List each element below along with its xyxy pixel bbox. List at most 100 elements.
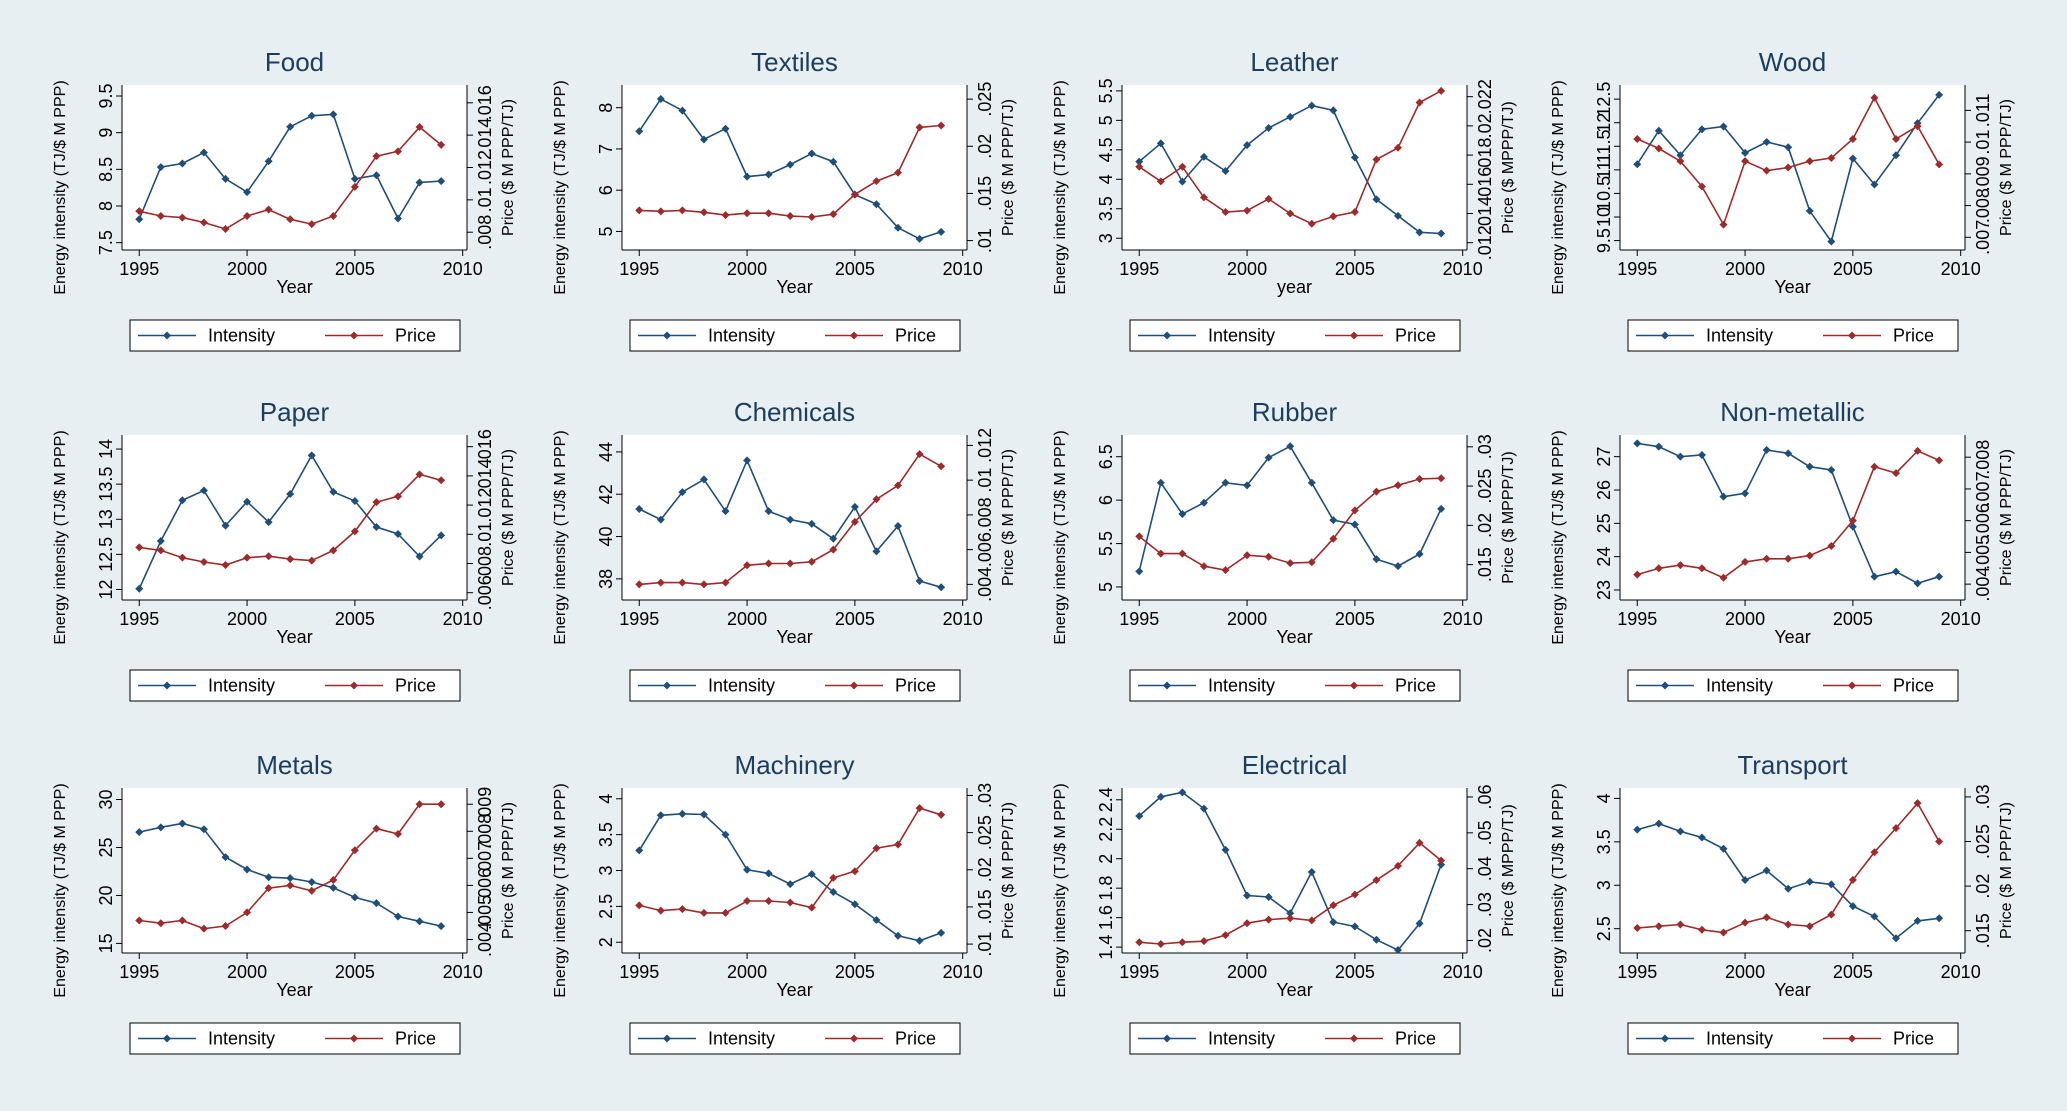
data-point-price (1264, 194, 1273, 203)
data-point-price (329, 875, 338, 884)
data-point-price (699, 580, 708, 589)
data-point-price (199, 924, 208, 933)
left-tick-label: 20 (96, 885, 116, 905)
right-tick-label: .02 (975, 134, 995, 159)
data-point-intensity (1892, 567, 1900, 576)
data-point-intensity (1935, 90, 1944, 99)
data-point-price (1741, 157, 1750, 166)
data-point-intensity (1676, 452, 1685, 461)
chart-panel-transport: Transport 2.5 3 3.5 4 Energy intensity (TJ/$ … (1550, 750, 2015, 1055)
x-axis-label: Year (1774, 980, 1810, 1000)
data-point-intensity (1870, 912, 1879, 921)
data-point-price (1243, 919, 1252, 928)
x-axis-label: Year (1276, 627, 1312, 647)
right-tick-label: .014 (475, 458, 495, 493)
data-point-intensity (1654, 819, 1663, 828)
data-point-price (937, 810, 946, 819)
chart-title: Leather (1250, 47, 1339, 77)
data-point-intensity (135, 828, 144, 837)
data-point-price (1654, 922, 1663, 931)
data-point-price (1394, 481, 1402, 490)
left-tick-label: 5 (596, 226, 616, 236)
plot-area (622, 435, 967, 600)
data-point-intensity (1350, 520, 1359, 529)
data-point-intensity (1307, 867, 1316, 876)
data-point-intensity (678, 488, 687, 497)
left-tick-label: 9.5 (1594, 228, 1614, 253)
data-point-intensity (1199, 804, 1208, 813)
right-tick-label: .008 (1973, 440, 1993, 475)
data-point-price (372, 824, 381, 833)
data-point-intensity (221, 853, 230, 862)
chart-panel-machinery: Machinery 2 2.5 3 3.5 4 Energy intensity (TJ/$… (552, 750, 1017, 1055)
x-axis-label: Year (776, 277, 812, 297)
right-tick-label: .014 (475, 118, 495, 153)
legend-label-intensity: Intensity (708, 326, 775, 346)
x-tick-label: 1995 (119, 609, 159, 629)
data-point-price (872, 844, 881, 853)
x-tick-label: 2005 (335, 962, 375, 982)
left-tick-label: 5.5 (1096, 531, 1116, 556)
data-point-intensity (1199, 152, 1208, 161)
right-axis-label: Price ($ MPPP/TJ) (1500, 804, 1517, 936)
x-tick-label: 1995 (1119, 609, 1159, 629)
data-point-intensity (1178, 788, 1187, 797)
data-point-price (1178, 938, 1187, 947)
data-point-intensity (350, 174, 359, 183)
left-tick-label: 25 (96, 837, 116, 857)
data-point-price (350, 182, 359, 191)
data-point-intensity (872, 200, 881, 209)
data-point-intensity (1221, 845, 1230, 854)
x-tick-label: 2000 (1725, 259, 1765, 279)
legend-marker-price (1350, 681, 1358, 690)
right-tick-label: .025 (975, 815, 995, 850)
data-point-intensity (915, 234, 924, 243)
legend-marker-price (850, 681, 858, 690)
chart-title: Food (265, 47, 324, 77)
data-point-intensity (199, 486, 208, 495)
legend-label-intensity: Intensity (1208, 326, 1275, 346)
x-tick-label: 2010 (1941, 962, 1981, 982)
data-point-price (1784, 920, 1793, 929)
right-axis-label: Price ($ M PPP/TJ) (1000, 449, 1017, 586)
legend-marker-intensity (1661, 681, 1669, 690)
data-point-price (764, 559, 773, 568)
right-tick-label: .012 (975, 428, 995, 463)
legend-label-price: Price (395, 326, 436, 346)
legend-marker-intensity (1661, 1034, 1669, 1043)
legend-label-intensity: Intensity (708, 676, 775, 696)
right-axis-label: Price ($ M PPP/TJ) (500, 802, 517, 939)
right-tick-label: .006 (475, 868, 495, 903)
data-point-intensity (1654, 126, 1663, 135)
x-tick-label: 2010 (1443, 609, 1483, 629)
data-point-intensity (1350, 922, 1359, 931)
x-tick-label: 1995 (619, 962, 659, 982)
left-tick-label: 3.5 (1594, 829, 1614, 854)
legend-marker-intensity (1163, 331, 1171, 340)
x-tick-label: 2000 (727, 259, 767, 279)
x-tick-label: 2005 (835, 962, 875, 982)
data-point-intensity (656, 95, 665, 104)
x-tick-label: 2010 (443, 259, 483, 279)
left-tick-label: 9 (96, 128, 116, 138)
data-point-intensity (743, 456, 752, 465)
right-tick-label: .005 (1973, 535, 1993, 570)
legend-label-price: Price (1395, 676, 1436, 696)
data-point-intensity (743, 172, 752, 181)
left-tick-label: 8 (596, 103, 616, 113)
data-point-price (178, 213, 187, 222)
right-tick-label: .03 (1475, 434, 1495, 459)
data-point-price (1913, 446, 1922, 455)
x-tick-label: 2000 (1227, 609, 1267, 629)
data-point-intensity (699, 135, 708, 144)
data-point-price (1156, 940, 1165, 949)
left-tick-label: 5.5 (1096, 78, 1116, 103)
legend-label-price: Price (395, 676, 436, 696)
plot-area (1620, 85, 1965, 250)
plot-area (122, 788, 467, 953)
data-point-intensity (894, 521, 902, 530)
data-point-intensity (1135, 811, 1144, 820)
data-point-price (1178, 162, 1187, 171)
data-point-intensity (415, 178, 424, 187)
data-point-price (243, 212, 252, 221)
